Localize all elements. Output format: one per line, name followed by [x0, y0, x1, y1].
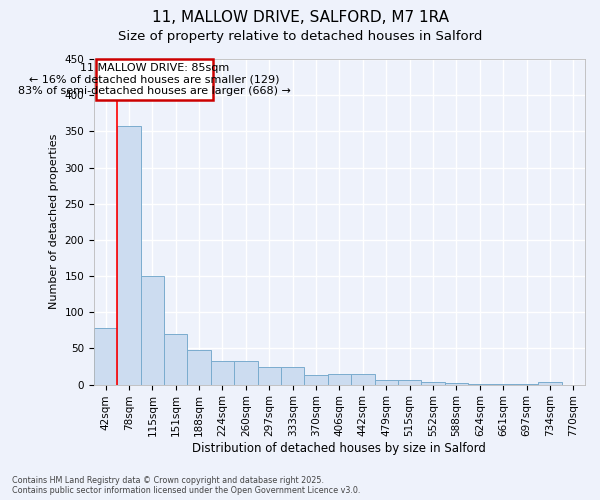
- Bar: [117, 126, 140, 384]
- Bar: [304, 375, 328, 384]
- Bar: [328, 374, 351, 384]
- Bar: [94, 328, 117, 384]
- Text: 11, MALLOW DRIVE, SALFORD, M7 1RA: 11, MALLOW DRIVE, SALFORD, M7 1RA: [151, 10, 449, 25]
- Bar: [421, 382, 445, 384]
- Text: Size of property relative to detached houses in Salford: Size of property relative to detached ho…: [118, 30, 482, 43]
- Bar: [164, 334, 187, 384]
- Bar: [257, 366, 281, 384]
- Y-axis label: Number of detached properties: Number of detached properties: [49, 134, 59, 310]
- Bar: [374, 380, 398, 384]
- Bar: [445, 383, 468, 384]
- Bar: [281, 366, 304, 384]
- Bar: [234, 360, 257, 384]
- X-axis label: Distribution of detached houses by size in Salford: Distribution of detached houses by size …: [193, 442, 487, 455]
- Bar: [351, 374, 374, 384]
- Text: Contains HM Land Registry data © Crown copyright and database right 2025.
Contai: Contains HM Land Registry data © Crown c…: [12, 476, 361, 495]
- Bar: [538, 382, 562, 384]
- Bar: [211, 360, 234, 384]
- Text: 11 MALLOW DRIVE: 85sqm
← 16% of detached houses are smaller (129)
83% of semi-de: 11 MALLOW DRIVE: 85sqm ← 16% of detached…: [18, 62, 291, 96]
- FancyBboxPatch shape: [96, 59, 213, 100]
- Bar: [140, 276, 164, 384]
- Bar: [187, 350, 211, 384]
- Bar: [398, 380, 421, 384]
